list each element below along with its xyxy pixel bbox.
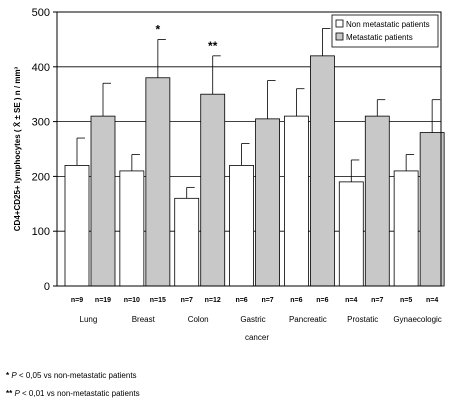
n-label: n=19 <box>95 297 111 304</box>
category-label: Pancreatic <box>289 315 327 324</box>
legend-swatch <box>335 32 344 41</box>
bar <box>90 115 116 287</box>
axes <box>53 11 442 287</box>
bar <box>119 170 145 287</box>
n-label: n=7 <box>181 297 193 304</box>
n-label: n=15 <box>150 297 166 304</box>
n-label: n=12 <box>205 297 221 304</box>
legend-label: Non metastatic patients <box>346 20 430 29</box>
bar <box>419 132 445 287</box>
n-label: n=9 <box>71 297 83 304</box>
plot-frame <box>56 11 442 287</box>
bar <box>338 181 364 287</box>
category-label: Prostatic <box>347 315 378 324</box>
n-label: n=4 <box>345 297 357 304</box>
error-bars <box>76 28 441 199</box>
legend: Non metastatic patients Metastatic patien… <box>331 14 439 48</box>
y-tick-label: 0 <box>44 281 50 293</box>
footnote-p: P <box>11 371 17 380</box>
bar <box>64 165 90 287</box>
n-label: n=4 <box>426 297 438 304</box>
legend-label: Metastatic patients <box>346 33 413 42</box>
footnote-text: < 0,01 vs non-metastatic patients <box>19 389 140 398</box>
category-label: Breast <box>132 315 156 324</box>
y-tick-label: 400 <box>32 62 50 74</box>
category-label: Gynaecologic <box>393 315 441 324</box>
footnote-2: ** P < 0,01 vs non-metastatic patients <box>6 389 140 398</box>
category-label: Colon <box>188 315 209 324</box>
legend-box <box>331 14 439 48</box>
n-label: n=10 <box>124 297 140 304</box>
category-label: Lung <box>80 315 98 324</box>
n-label: n=6 <box>316 297 328 304</box>
labels: 0 100 200 300 400 500 n=9 n=19 Lung n=10 n=15 Breas… <box>13 7 442 342</box>
bar <box>200 93 226 287</box>
x-axis-title: cancer <box>245 333 269 342</box>
y-tick-label: 200 <box>32 171 50 183</box>
bar <box>310 55 335 287</box>
y-tick-label: 300 <box>32 117 50 129</box>
n-label: n=7 <box>371 297 383 304</box>
footnote-mark: ** <box>6 389 13 398</box>
n-label: n=6 <box>235 297 247 304</box>
footnote-p: P <box>14 389 20 398</box>
y-tick-label: 500 <box>32 7 50 19</box>
footnote-mark: * <box>6 371 10 380</box>
bar <box>284 115 309 287</box>
bar <box>145 77 171 287</box>
significance-mark: * <box>156 22 161 36</box>
bar <box>229 165 254 287</box>
footnote-text: < 0,05 vs non-metastatic patients <box>16 371 137 380</box>
bar <box>364 115 390 287</box>
n-label: n=6 <box>290 297 302 304</box>
y-axis-title: CD4+CD25+ lymphocytes ( X̄ ± SE ) n / mm… <box>13 66 22 231</box>
legend-swatch <box>335 19 344 28</box>
bar <box>393 170 419 287</box>
footnote-1: * P < 0,05 vs non-metastatic patients <box>6 371 137 380</box>
n-label: n=5 <box>400 297 412 304</box>
category-label: Gastric <box>240 315 265 324</box>
bar <box>174 197 200 287</box>
bars <box>64 55 445 287</box>
y-tick-label: 100 <box>32 226 50 238</box>
bar <box>255 118 280 287</box>
significance-mark: ** <box>208 39 218 53</box>
n-label: n=7 <box>261 297 273 304</box>
